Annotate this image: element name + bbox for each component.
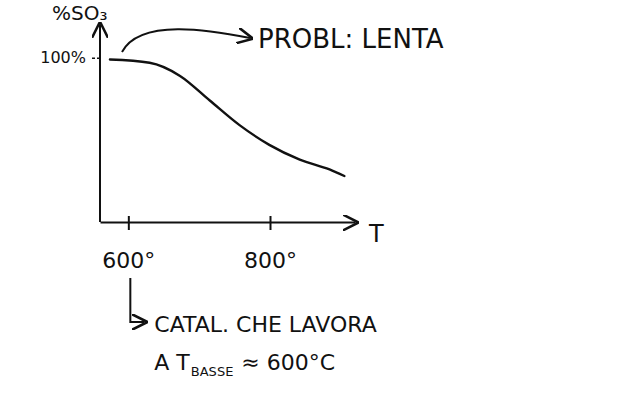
annotation-subscript: BASSE bbox=[191, 364, 234, 379]
y-axis-title: %SO₃ bbox=[52, 1, 107, 25]
x-tick-label: 800° bbox=[244, 248, 297, 273]
x-tick: 600° bbox=[102, 216, 155, 273]
data-line bbox=[110, 59, 344, 176]
y-tick: 100% bbox=[40, 48, 100, 67]
x-axis-title: T bbox=[368, 220, 384, 248]
annotation-part: ≈ 600°C bbox=[241, 350, 335, 375]
x-tick-mark bbox=[270, 216, 272, 230]
x-tick-label: 600° bbox=[102, 248, 155, 273]
x-tick: 800° bbox=[244, 216, 297, 273]
y-axis-line bbox=[99, 25, 101, 222]
x-axis: 600° 800° bbox=[101, 216, 356, 273]
annotation: A TBASSE ≈ 600°C bbox=[154, 350, 335, 379]
annotation: CATAL. CHE LAVORA bbox=[154, 312, 376, 337]
x-axis-line bbox=[101, 222, 356, 224]
annotation: PROBL: LENTA bbox=[258, 24, 444, 54]
annotation-part: A T bbox=[154, 350, 190, 375]
chart: 600° 800° 100% %SO₃ T PROBL: LENTA CATAL. CHE … bbox=[0, 0, 624, 394]
annotation-arrow bbox=[122, 29, 250, 52]
x-tick-mark bbox=[128, 216, 130, 230]
annotation-arrow bbox=[130, 278, 144, 322]
y-axis: 100% bbox=[40, 25, 100, 222]
plot-area bbox=[110, 59, 344, 176]
y-tick-label: 100% bbox=[40, 48, 86, 67]
y-tick-mark bbox=[92, 58, 100, 60]
